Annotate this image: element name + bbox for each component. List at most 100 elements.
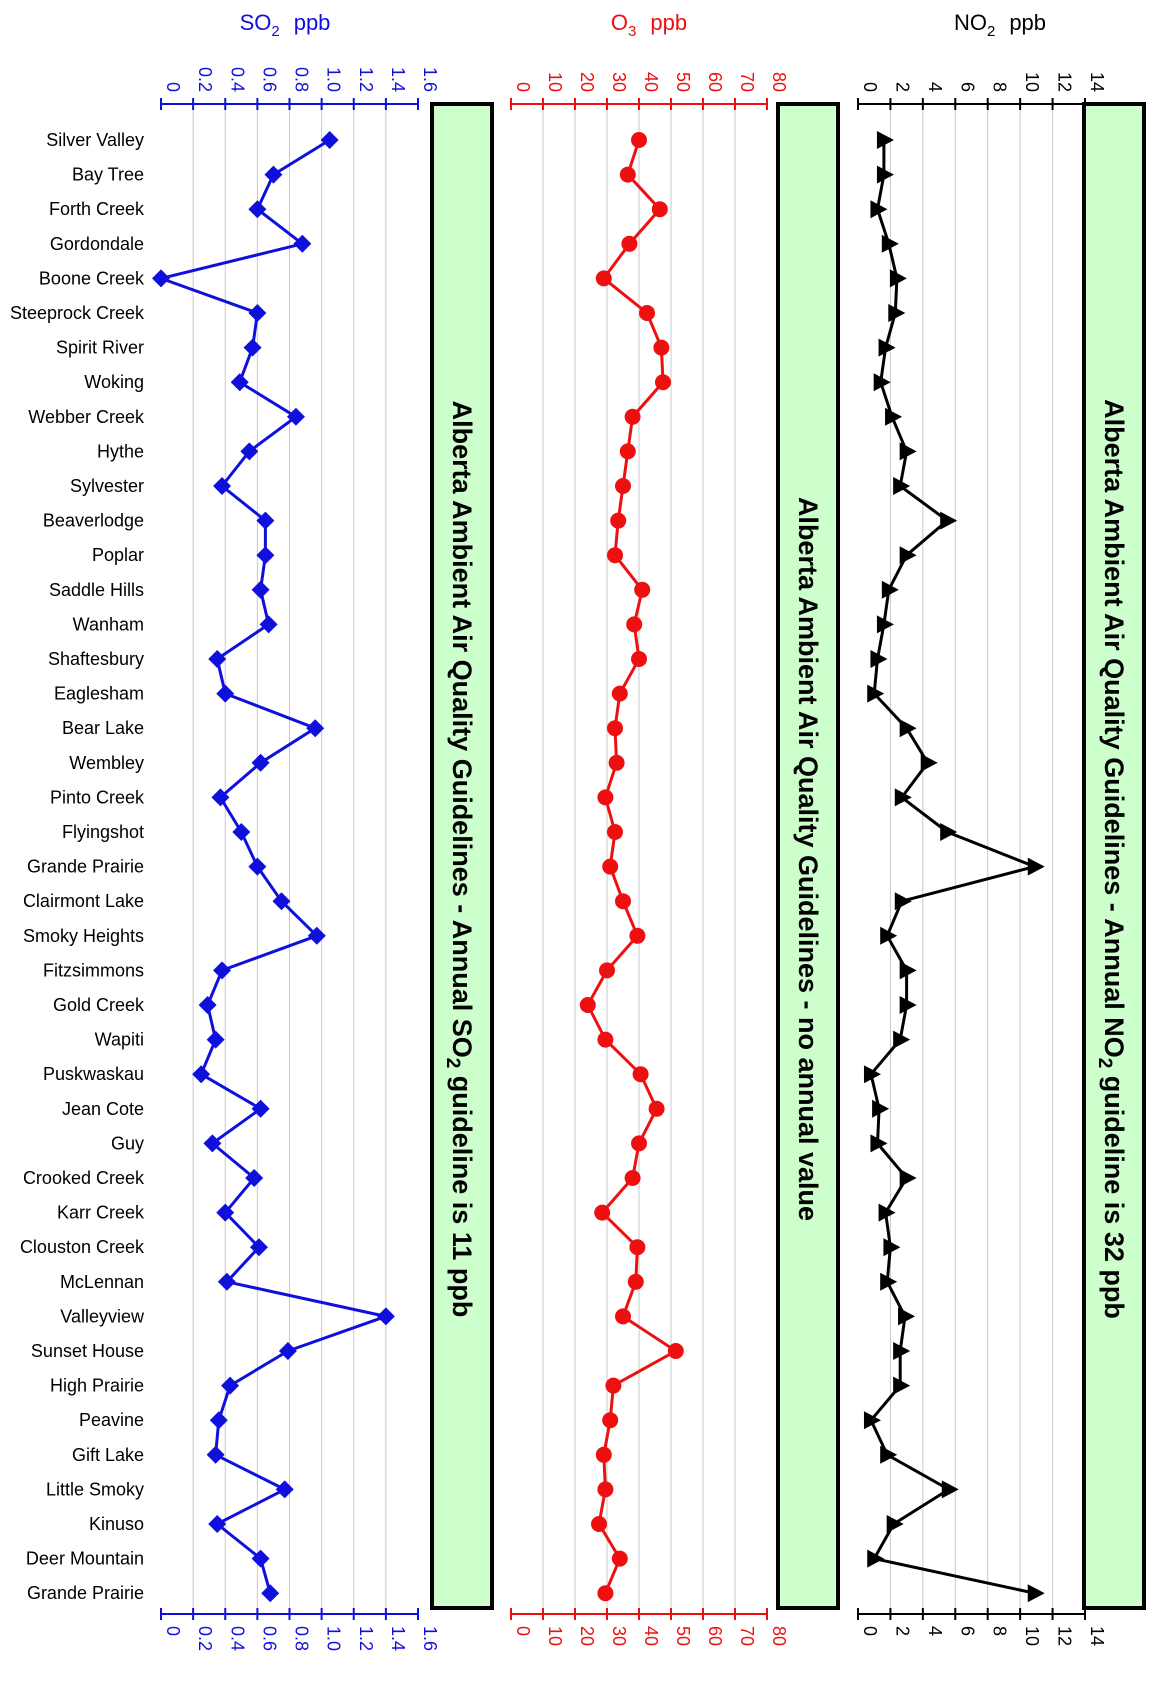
site-label: Spirit River [56, 338, 144, 358]
panel-title: NO2 ppb [954, 10, 1046, 40]
title-main: NO [954, 10, 987, 35]
tick-label: 1.0 [324, 67, 344, 92]
tick-label: 14 [1087, 1626, 1107, 1646]
data-point [876, 131, 894, 149]
title-unit: ppb [1009, 10, 1046, 35]
tick-label: 4 [925, 1626, 945, 1636]
data-point [893, 477, 911, 495]
site-label: Sylvester [70, 476, 144, 496]
guideline-tail: guideline is 32 ppb [1099, 1068, 1129, 1319]
guideline-sub: 2 [442, 1058, 463, 1069]
data-point [206, 1445, 225, 1464]
series-line [869, 140, 1037, 1595]
site-label: Gordondale [50, 234, 144, 254]
data-point [920, 753, 938, 772]
site-label: Shaftesbury [48, 649, 144, 669]
data-point [634, 581, 651, 598]
data-point [594, 1204, 611, 1221]
tick-label: 0.8 [292, 67, 312, 92]
site-label: Forth Creek [49, 199, 145, 219]
tick-label: 20 [577, 1626, 597, 1646]
tick-label: 30 [609, 1626, 629, 1646]
data-point [611, 685, 628, 702]
tick-label: 0.6 [259, 1626, 279, 1651]
data-point [899, 719, 917, 738]
tick-label: 50 [673, 1626, 693, 1646]
tick-label: 0.6 [259, 67, 279, 92]
data-point [893, 1030, 911, 1049]
data-point [275, 1480, 294, 1499]
data-point [251, 1549, 270, 1568]
data-point [653, 339, 670, 356]
data-point [655, 374, 671, 391]
data-point [624, 1170, 641, 1186]
data-point [211, 788, 230, 807]
data-point [619, 443, 636, 460]
tick-label: 1.6 [420, 1626, 440, 1651]
data-point [631, 651, 647, 667]
tick-label: 10 [545, 1626, 565, 1646]
series-line [159, 138, 388, 1594]
data-point [293, 234, 312, 253]
site-label: High Prairie [50, 1376, 144, 1396]
series-line [586, 139, 678, 1594]
site-label: Clairmont Lake [23, 891, 144, 911]
tick-label: 10 [1022, 1626, 1042, 1646]
data-point [591, 1516, 607, 1532]
data-point [605, 1377, 622, 1394]
data-point [248, 304, 267, 322]
data-point [880, 1445, 898, 1464]
tick-label: 12 [1055, 1626, 1075, 1646]
site-label: Puskwaskau [43, 1064, 144, 1084]
data-point [278, 1342, 297, 1360]
data-point [264, 165, 283, 184]
guideline-main: Alberta Ambient Air Quality Guidelines -… [1099, 399, 1129, 1058]
guideline-text: Alberta Ambient Air Quality Guidelines -… [1094, 399, 1129, 1319]
tick-label: 6 [957, 1626, 977, 1636]
data-point [208, 1515, 227, 1533]
site-label: Valleyview [60, 1306, 145, 1326]
data-point [608, 754, 625, 771]
data-point [306, 719, 325, 738]
tick-label: 0 [860, 82, 880, 92]
tick-label: 10 [1022, 72, 1042, 92]
site-label: Jean Cote [62, 1099, 144, 1119]
data-point [192, 1065, 211, 1084]
data-point [940, 511, 958, 530]
data-point [595, 1446, 612, 1463]
data-point [863, 1411, 881, 1430]
data-point [248, 200, 267, 219]
data-point [607, 824, 623, 840]
site-label: Flyingshot [62, 822, 144, 842]
data-point [602, 858, 619, 875]
tick-label: 60 [705, 72, 725, 92]
tick-label: 0.2 [195, 67, 215, 92]
data-point [619, 166, 636, 183]
panel-1: O3 ppb 0 10 20 30 40 50 60 70 80 0 10 20 30 40 50 60 70 80 A… [510, 10, 840, 1646]
data-point [206, 1030, 225, 1049]
data-point [597, 1481, 614, 1498]
guideline-text: Alberta Ambient Air Quality Guidelines -… [442, 401, 477, 1318]
tick-label: 30 [609, 72, 629, 92]
data-point [631, 132, 647, 148]
tick-label: 20 [577, 72, 597, 92]
guideline-text: Alberta Ambient Air Quality Guidelines -… [793, 497, 823, 1221]
guideline-main: Alberta Ambient Air Quality Guidelines -… [793, 497, 823, 1221]
data-point [889, 269, 907, 288]
site-label: Wanham [73, 614, 144, 634]
tick-label: 80 [769, 1626, 789, 1646]
title-unit: ppb [650, 10, 687, 35]
data-point [152, 269, 170, 288]
data-point [213, 477, 232, 495]
tick-label: 80 [769, 72, 789, 92]
tick-label: 1.4 [388, 1626, 408, 1651]
data-point [259, 615, 278, 634]
guideline-box [1082, 102, 1146, 1610]
site-label: Hythe [97, 441, 144, 461]
data-point [667, 1343, 684, 1359]
tick-label: 0.2 [195, 1626, 215, 1651]
data-point [256, 511, 275, 530]
site-label: Little Smoky [46, 1479, 144, 1499]
data-point [208, 650, 227, 668]
data-point [894, 892, 912, 911]
